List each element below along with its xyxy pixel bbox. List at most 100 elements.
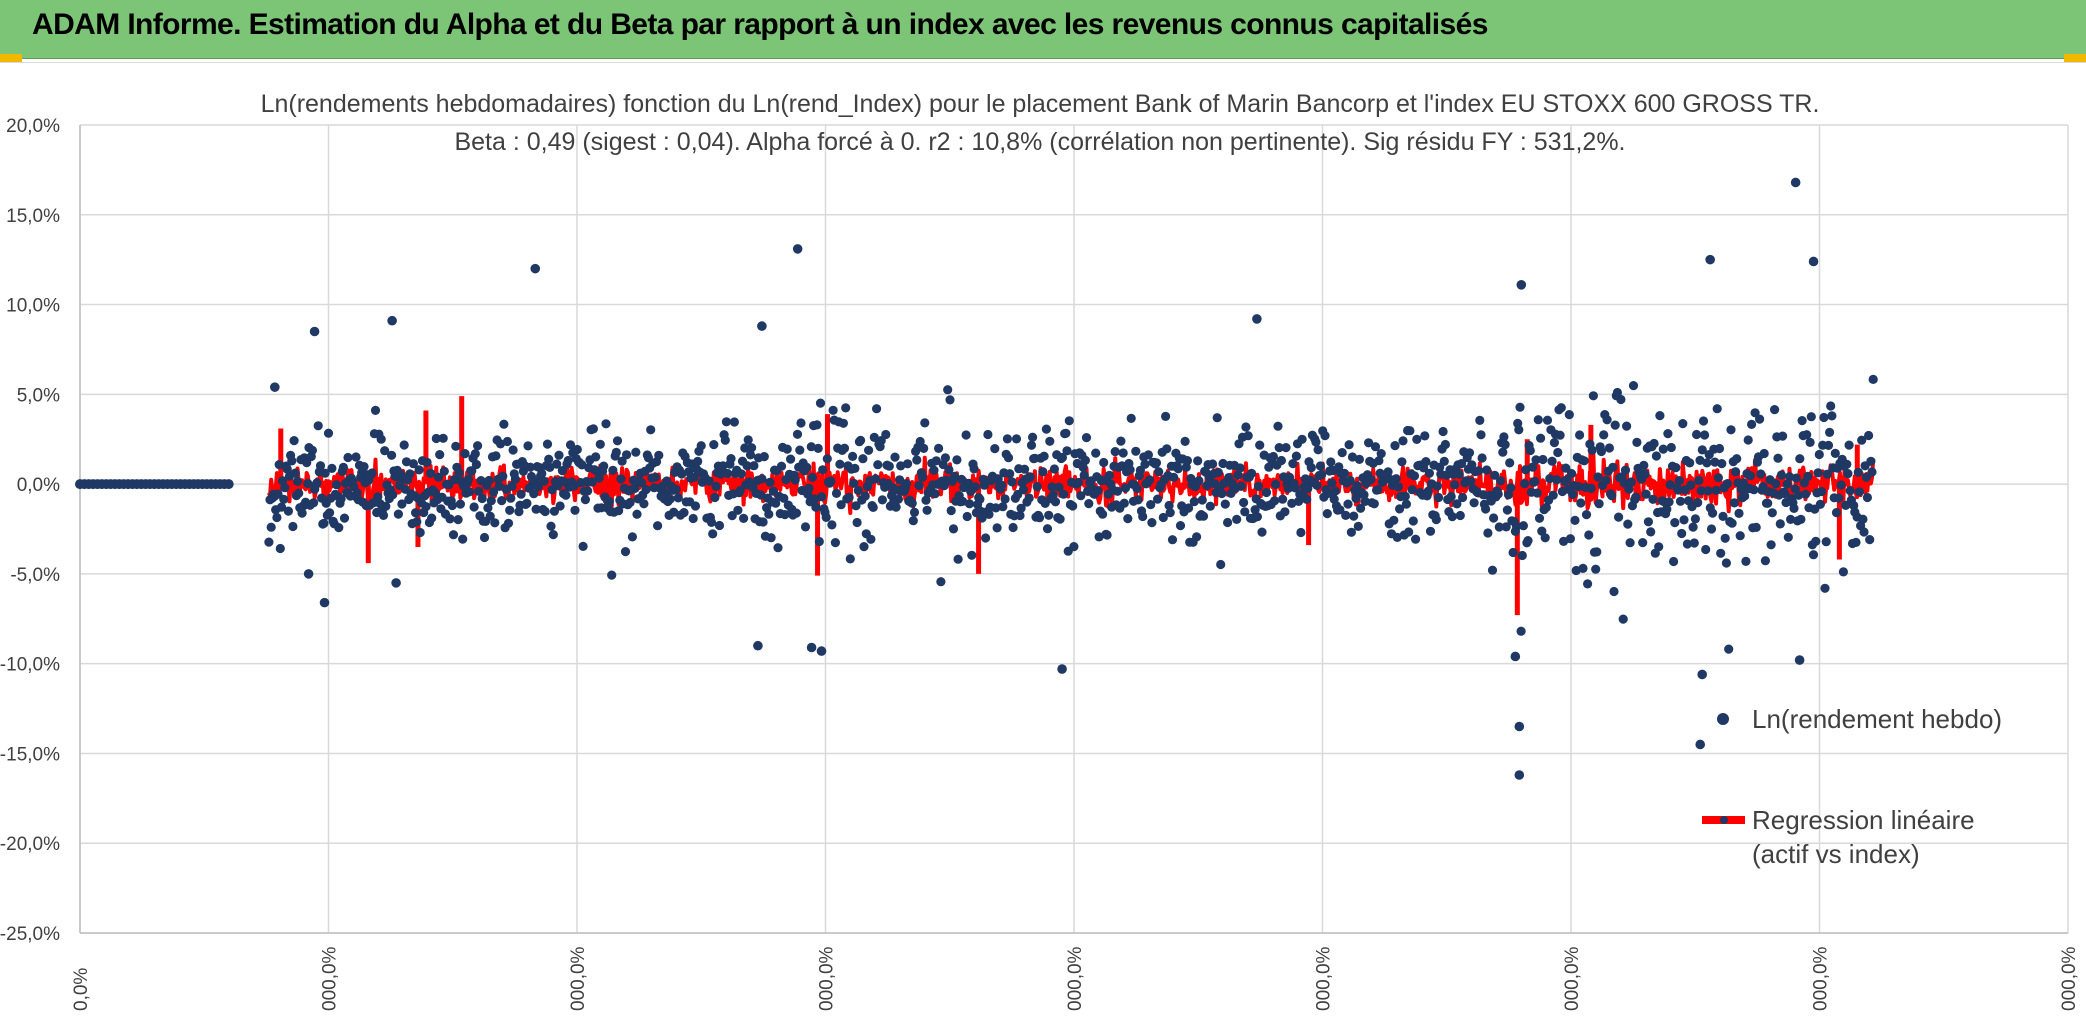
- scatter-point: [864, 445, 874, 455]
- scatter-point: [850, 463, 860, 473]
- scatter-point: [943, 385, 953, 395]
- scatter-point: [1708, 508, 1718, 518]
- scatter-point-outlier: [1516, 280, 1527, 290]
- scatter-point: [1059, 489, 1069, 499]
- report-header-banner: ADAM Informe. Estimation du Alpha et du …: [0, 0, 2086, 59]
- scatter-point: [439, 466, 449, 476]
- scatter-point: [1284, 472, 1295, 482]
- scatter-point: [430, 488, 440, 498]
- scatter-point: [979, 480, 990, 490]
- scatter-point: [1794, 490, 1804, 500]
- scatter-point: [1123, 514, 1133, 524]
- scatter-point: [1490, 470, 1500, 480]
- scatter-point: [1610, 420, 1620, 430]
- scatter-point: [539, 476, 549, 486]
- scatter-point: [1347, 452, 1358, 462]
- scatter-point: [1517, 550, 1527, 561]
- scatter-point: [1766, 540, 1776, 550]
- scatter-point: [1008, 522, 1018, 533]
- scatter-point: [1628, 381, 1639, 391]
- scatter-point: [522, 498, 532, 508]
- scatter-point: [688, 513, 698, 524]
- scatter-point: [1587, 445, 1597, 455]
- scatter-point: [812, 420, 822, 430]
- y-tick-label: 10,0%: [6, 296, 60, 317]
- scatter-point-outlier: [1057, 664, 1067, 674]
- scatter-point: [1626, 477, 1636, 487]
- scatter-point: [1778, 431, 1788, 441]
- scatter-point: [909, 507, 920, 517]
- scatter-point: [1857, 435, 1867, 445]
- scatter-point: [1654, 542, 1664, 552]
- scatter-point: [818, 465, 828, 475]
- scatter-point: [961, 430, 971, 440]
- scatter-point: [1494, 522, 1504, 532]
- scatter-point: [591, 452, 601, 462]
- scatter-point: [1842, 459, 1852, 469]
- scatter-point: [427, 513, 437, 523]
- scatter-point: [1138, 511, 1148, 522]
- scatter-point: [1194, 476, 1204, 486]
- scatter-point: [963, 478, 974, 488]
- scatter-point: [1594, 499, 1604, 509]
- scatter-point: [1760, 556, 1770, 566]
- scatter-point: [779, 493, 789, 503]
- scatter-point: [1261, 487, 1272, 498]
- scatter-point: [765, 477, 775, 487]
- scatter-point: [849, 478, 859, 488]
- scatter-point: [1712, 404, 1722, 414]
- scatter-point: [1398, 436, 1408, 446]
- scatter-point: [869, 432, 879, 442]
- scatter-point: [388, 490, 398, 500]
- scatter-point: [1312, 480, 1322, 490]
- scatter-point: [1763, 498, 1773, 508]
- scatter-point: [595, 439, 605, 449]
- scatter-point: [764, 509, 774, 519]
- scatter-point: [1351, 493, 1361, 503]
- scatter-point: [1069, 542, 1079, 552]
- scatter-point: [998, 502, 1008, 512]
- scatter-point: [1685, 458, 1695, 468]
- scatter-point: [1581, 510, 1592, 520]
- scatter-point: [1353, 521, 1363, 531]
- scatter-point: [1120, 483, 1131, 493]
- scatter-point: [1233, 470, 1243, 480]
- scatter-point: [1646, 527, 1656, 537]
- scatter-point: [1349, 511, 1359, 521]
- scatter-point: [1311, 437, 1321, 447]
- scatter-point: [612, 436, 623, 446]
- scatter-point: [736, 469, 746, 479]
- scatter-point: [505, 505, 515, 515]
- scatter-point: [1796, 514, 1806, 524]
- scatter-point: [1424, 468, 1434, 478]
- scatter-point: [1578, 563, 1588, 573]
- scatter-point: [936, 577, 946, 587]
- scatter-point: [893, 494, 904, 504]
- scatter-point: [665, 494, 675, 504]
- scatter-point: [917, 472, 928, 482]
- scatter-point: [1084, 499, 1094, 509]
- scatter-point: [1865, 535, 1875, 545]
- scatter-point: [607, 570, 617, 580]
- scatter-point: [1343, 499, 1353, 509]
- scatter-point: [1698, 416, 1709, 426]
- scatter-point: [1220, 499, 1230, 509]
- scatter-point: [435, 450, 445, 460]
- scatter-point: [749, 461, 759, 471]
- scatter-point: [1173, 464, 1183, 474]
- scatter-point: [1612, 387, 1622, 398]
- scatter-point: [467, 466, 477, 476]
- scatter-point: [1395, 504, 1405, 514]
- scatter-point: [1447, 512, 1457, 522]
- scatter-point: [506, 493, 516, 503]
- scatter-point: [964, 499, 975, 509]
- scatter-point: [1534, 513, 1545, 523]
- scatter-point: [860, 491, 870, 501]
- scatter-point: [334, 523, 344, 533]
- scatter-point: [1306, 463, 1316, 473]
- scatter-point: [529, 489, 539, 499]
- scatter-point: [448, 530, 459, 540]
- scatter-point: [1674, 476, 1684, 486]
- scatter-point: [1570, 515, 1580, 525]
- scatter-point: [569, 481, 579, 491]
